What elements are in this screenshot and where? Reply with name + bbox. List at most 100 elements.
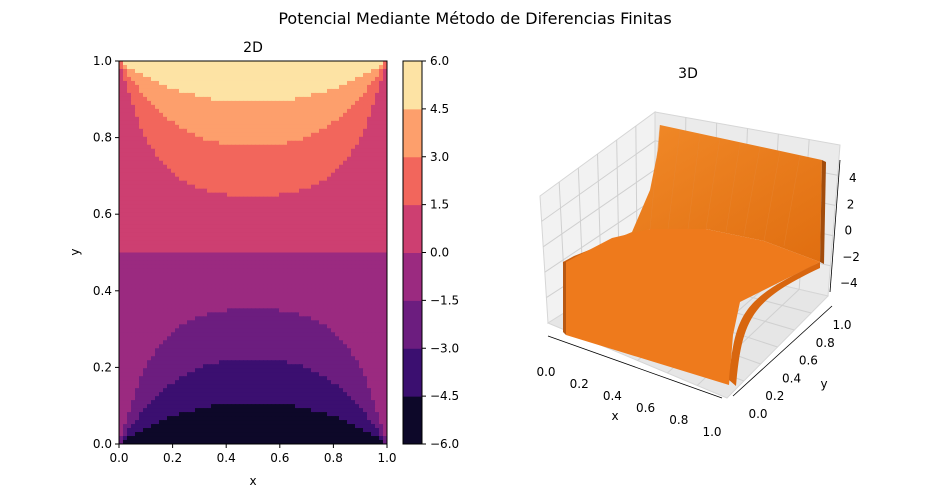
contour-cell (351, 284, 356, 290)
contour-cell (351, 152, 356, 158)
contour-cell (139, 328, 144, 333)
contour-cell (315, 76, 320, 82)
contour-cell (259, 76, 264, 82)
contour-cell (163, 124, 168, 130)
contour-cell (283, 296, 288, 301)
contour-cell (379, 284, 384, 290)
contour-cell (303, 192, 308, 198)
contour-cell (211, 348, 216, 353)
contour-cell (123, 348, 128, 353)
contour-cell (275, 100, 280, 106)
contour-cell (227, 200, 232, 206)
contour-cell (271, 152, 276, 158)
contour-cell (211, 280, 216, 286)
contour-cell (307, 164, 312, 170)
contour-cell (291, 260, 296, 266)
contour-cell (267, 208, 272, 214)
contour-cell (271, 88, 276, 94)
contour-cell (299, 340, 304, 345)
contour-cell (311, 196, 316, 202)
contour-cell (203, 348, 208, 353)
contour-cell (299, 116, 304, 122)
contour-cell (271, 344, 276, 349)
contour-cell (191, 320, 196, 325)
contour-cell (211, 196, 216, 202)
contour-cell (355, 192, 360, 198)
contour-cell (215, 140, 220, 146)
contour-cell (187, 304, 192, 309)
contour-cell (327, 156, 332, 162)
contour-cell (259, 116, 264, 122)
contour-cell (119, 232, 124, 238)
contour-cell (367, 276, 372, 282)
contour-cell (259, 168, 264, 174)
contour-cell (379, 120, 384, 126)
contour-cell (355, 332, 360, 337)
contour-cell (367, 264, 372, 270)
contour-cell (187, 164, 192, 170)
contour-cell (179, 160, 184, 166)
contour-cell (215, 152, 220, 158)
contour-cell (283, 84, 288, 90)
contour-cell (199, 228, 204, 234)
contour-cell (227, 204, 232, 210)
contour-cell (375, 140, 380, 146)
contour-cell (339, 160, 344, 166)
contour-cell (119, 312, 124, 317)
contour-cell (307, 116, 312, 122)
contour-cell (311, 344, 316, 349)
contour-cell (299, 172, 304, 178)
contour-cell (331, 156, 336, 162)
contour-cell (287, 324, 292, 329)
contour-cell (359, 308, 364, 313)
contour-cell (211, 244, 216, 250)
contour-cell (307, 260, 312, 266)
contour-cell (267, 212, 272, 218)
contour-cell (251, 348, 256, 353)
contour-cell (195, 152, 200, 158)
contour-cell (163, 252, 168, 258)
contour-cell (283, 148, 288, 154)
contour-cell (291, 176, 296, 182)
contour-cell (367, 192, 372, 198)
contour-cell (175, 280, 180, 286)
contour-cell (315, 176, 320, 182)
contour-cell (167, 176, 172, 182)
contour-cell (163, 284, 168, 290)
contour-cell (227, 72, 232, 78)
contour-cell (139, 220, 144, 226)
contour-cell (183, 72, 188, 78)
contour-cell (339, 61, 344, 66)
contour-cell (383, 316, 387, 321)
contour-cell (283, 192, 288, 198)
contour-cell (263, 244, 268, 250)
contour-cell (339, 124, 344, 130)
contour-cell (371, 228, 376, 234)
contour-cell (175, 84, 180, 90)
contour-cell (355, 240, 360, 246)
contour-cell (119, 340, 124, 345)
contour-cell (339, 184, 344, 190)
contour-cell (379, 100, 384, 106)
contour-cell (199, 184, 204, 190)
contour-cell (355, 148, 360, 154)
contour-cell (291, 284, 296, 290)
contour-cell (335, 340, 340, 345)
contour-cell (363, 168, 368, 174)
contour-cell (299, 216, 304, 222)
contour-cell (171, 100, 176, 106)
contour-cell (231, 280, 236, 286)
contour-cell (327, 272, 332, 278)
contour-cell (183, 104, 188, 110)
contour-cell (379, 160, 384, 166)
contour-cell (163, 300, 168, 305)
contour-cell (363, 212, 368, 218)
contour-cell (163, 256, 168, 262)
contour-cell (147, 156, 152, 162)
contour-cell (291, 312, 296, 317)
contour-cell (223, 64, 228, 70)
contour-cell (207, 212, 212, 218)
contour-cell (179, 276, 184, 282)
contour-cell (323, 324, 328, 329)
contour-cell (183, 204, 188, 210)
